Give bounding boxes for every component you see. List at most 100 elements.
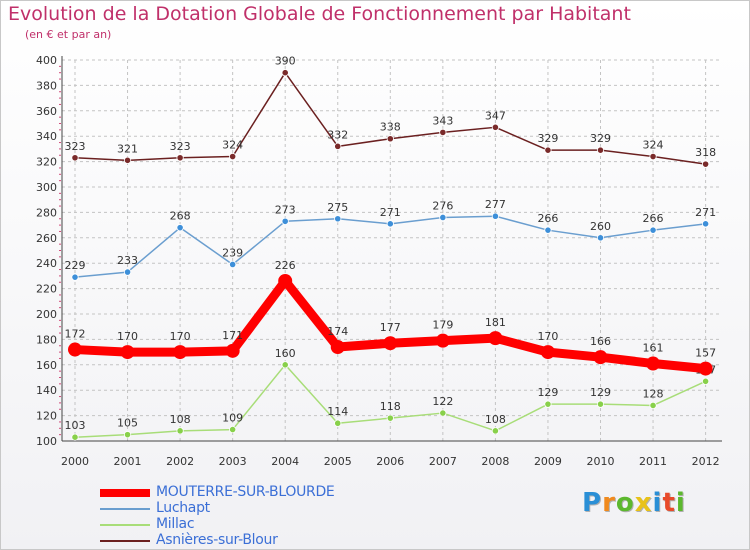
data-label: 128 (643, 387, 664, 400)
legend-item-luchapt[interactable]: Luchapt (100, 500, 400, 517)
x-tick-label: 2003 (219, 455, 247, 468)
y-minor-tick (59, 377, 61, 378)
chart-legend: MOUTERRE-SUR-BLOURDE Luchapt Millac Asni… (100, 484, 400, 549)
legend-label-millac: Millac (156, 516, 195, 532)
y-tick-label: 280 (36, 206, 57, 219)
chart-subtitle: (en € et par an) (25, 28, 112, 41)
y-minor-tick (59, 192, 61, 194)
data-label: 161 (643, 342, 664, 355)
y-tick-label: 220 (36, 283, 57, 296)
x-tick-label: 2001 (114, 455, 142, 468)
y-minor-tick (59, 148, 61, 150)
data-label: 266 (643, 212, 664, 225)
y-minor-tick (59, 142, 61, 144)
x-tick-label: 2007 (429, 455, 457, 468)
y-minor-tick (59, 427, 61, 429)
legend-label-luchapt: Luchapt (156, 500, 210, 516)
data-point (71, 273, 79, 281)
logo-letter: P (582, 488, 603, 518)
y-tick-label: 400 (36, 54, 57, 67)
legend-label-mouterre: MOUTERRE-SUR-BLOURDE (156, 484, 335, 500)
logo-letter: t (662, 488, 676, 518)
data-label: 103 (65, 419, 86, 432)
data-label: 108 (170, 413, 191, 426)
y-minor-tick (59, 205, 61, 207)
y-minor-tick (59, 123, 61, 124)
chart-title: Evolution de la Dotation Globale de Fonc… (8, 3, 631, 25)
y-minor-tick (59, 230, 61, 232)
legend-item-asnieres[interactable]: Asnières-sur-Blour (100, 532, 400, 549)
y-minor-tick (59, 275, 61, 277)
data-point (334, 142, 342, 150)
y-minor-tick (59, 300, 61, 302)
data-point (281, 69, 289, 77)
legend-swatch-millac (100, 524, 150, 526)
data-label: 329 (537, 132, 558, 145)
data-point (491, 427, 499, 435)
data-point (176, 427, 184, 435)
y-minor-tick (59, 180, 61, 182)
x-tick-label: 2009 (534, 455, 562, 468)
y-minor-tick (59, 370, 61, 372)
y-minor-tick (59, 332, 61, 334)
data-label: 343 (432, 114, 453, 127)
data-point (596, 146, 605, 154)
data-label: 174 (327, 325, 348, 338)
legend-item-millac[interactable]: Millac (100, 516, 400, 533)
data-point (596, 234, 605, 242)
data-label: 172 (65, 328, 86, 341)
y-tick-label: 240 (36, 257, 57, 270)
data-label: 323 (65, 140, 86, 153)
data-point (123, 431, 132, 439)
legend-label-asnieres: Asnières-sur-Blour (156, 532, 278, 548)
data-point (544, 400, 552, 408)
data-label: 271 (695, 206, 716, 219)
data-point (176, 154, 184, 162)
data-point (386, 220, 394, 228)
data-label: 181 (485, 316, 506, 329)
data-label: 318 (695, 146, 716, 159)
data-point (435, 333, 450, 348)
data-label: 273 (275, 203, 296, 216)
data-point (281, 361, 289, 369)
data-point (649, 152, 657, 161)
y-tick-label: 200 (36, 308, 57, 321)
y-minor-tick (59, 199, 61, 201)
data-label: 179 (432, 319, 453, 332)
data-point (646, 356, 661, 371)
data-point (229, 260, 237, 269)
data-point (229, 152, 237, 161)
y-minor-tick (59, 243, 61, 245)
x-tick-label: 2011 (639, 455, 667, 468)
data-point (491, 212, 499, 220)
y-minor-tick (59, 294, 61, 296)
x-tick-label: 2006 (376, 455, 404, 468)
data-point (123, 156, 132, 164)
y-minor-tick (59, 224, 61, 226)
y-tick-label: 320 (36, 156, 57, 169)
data-label: 105 (117, 417, 138, 430)
data-label: 129 (590, 386, 611, 399)
logo-letter: o (615, 488, 635, 518)
data-label: 170 (117, 330, 138, 343)
y-minor-tick (59, 281, 61, 283)
data-label: 275 (327, 201, 348, 214)
y-minor-tick (59, 103, 61, 105)
logo-letter: i (652, 488, 663, 518)
x-tick-label: 2000 (61, 455, 89, 468)
data-label: 114 (327, 405, 348, 418)
legend-item-mouterre[interactable]: MOUTERRE-SUR-BLOURDE (100, 484, 400, 501)
data-label: 239 (222, 246, 243, 259)
y-minor-tick (59, 383, 61, 385)
y-minor-tick (59, 408, 61, 410)
y-minor-tick (59, 250, 61, 251)
data-point (488, 331, 503, 346)
y-minor-tick (59, 65, 61, 67)
data-point (386, 135, 394, 143)
data-label: 338 (380, 121, 401, 134)
data-label: 226 (275, 259, 296, 272)
y-tick-label: 160 (36, 359, 57, 372)
data-point (544, 146, 552, 154)
